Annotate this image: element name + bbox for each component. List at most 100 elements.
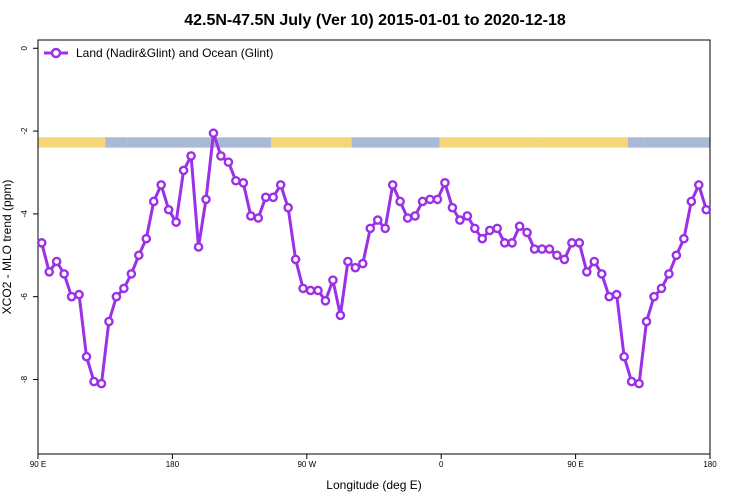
data-point: [679, 233, 689, 244]
data-point: [596, 269, 607, 279]
chart-title: 42.5N-47.5N July (Ver 10) 2015-01-01 to …: [184, 12, 566, 29]
data-point: [119, 283, 129, 294]
data-point: [410, 211, 420, 221]
data-point: [357, 258, 368, 269]
data-point: [283, 202, 293, 213]
x-tick-label: 180: [703, 460, 717, 469]
data-point: [372, 215, 383, 225]
data-point: [507, 238, 517, 248]
data-point: [253, 213, 264, 223]
y-axis-label: XCO2 - MLO trend (ppm): [0, 180, 14, 315]
x-axis-label: Longitude (deg E): [326, 478, 421, 492]
data-point: [208, 128, 219, 138]
data-point: [335, 310, 346, 321]
data-point: [611, 289, 622, 300]
series-group: [36, 128, 712, 389]
data-point: [268, 192, 279, 203]
data-point: [395, 196, 405, 207]
data-point: [96, 378, 107, 389]
data-point: [469, 223, 480, 234]
data-point: [492, 223, 503, 234]
data-point: [462, 211, 473, 221]
data-point: [133, 250, 144, 261]
y-tick-label: -6: [20, 293, 29, 301]
x-tick-label: 90 W: [297, 460, 316, 469]
data-point: [402, 213, 413, 223]
data-point: [59, 269, 69, 279]
data-point: [193, 242, 204, 252]
data-point: [499, 238, 510, 248]
data-point: [275, 180, 286, 190]
band-segment-land: [270, 137, 352, 148]
legend: Land (Nadir&Glint) and Ocean (Glint): [44, 46, 273, 60]
data-point: [626, 376, 637, 387]
data-point: [51, 256, 62, 267]
data-point: [328, 275, 338, 285]
data-point: [656, 283, 667, 294]
band-segment-ocean: [105, 137, 128, 148]
data-point: [298, 283, 308, 294]
data-point: [634, 378, 644, 389]
data-point: [216, 151, 226, 161]
data-point: [582, 267, 592, 277]
band-segment-land: [38, 137, 106, 148]
data-point: [417, 196, 428, 207]
data-point: [589, 256, 600, 267]
data-point: [484, 225, 495, 236]
x-tick-label: 90 E: [30, 460, 46, 469]
legend-label: Land (Nadir&Glint) and Ocean (Glint): [76, 46, 273, 60]
data-point: [231, 175, 241, 186]
data-point: [350, 262, 361, 273]
data-point: [432, 194, 443, 205]
x-tick-label: 0: [439, 460, 444, 469]
legend-marker-swatch: [50, 47, 62, 59]
data-point: [44, 267, 55, 277]
data-point: [544, 244, 555, 254]
data-point: [664, 269, 674, 279]
band-segment-ocean: [351, 137, 440, 148]
data-point: [163, 204, 174, 215]
y-axis: 0 -2 -4 -6 -8: [20, 46, 38, 383]
data-point: [81, 351, 92, 362]
band-segment-land: [542, 137, 576, 148]
data-point: [305, 285, 316, 296]
y-tick-label: -2: [20, 127, 29, 135]
data-point: [260, 192, 271, 203]
data-point: [290, 254, 301, 265]
data-point: [686, 196, 697, 207]
data-point: [343, 256, 353, 267]
data-point: [537, 244, 547, 254]
band-segment-ocean: [127, 137, 271, 148]
data-point: [514, 221, 525, 232]
data-point: [74, 289, 84, 300]
plot-frame: [37, 39, 711, 455]
x-tick-label: 90 E: [567, 460, 583, 469]
band-segment-ocean: [644, 137, 710, 148]
data-point: [671, 250, 682, 261]
band-segment-ocean: [627, 137, 645, 148]
data-point: [529, 244, 540, 254]
data-point: [619, 351, 629, 362]
data-point: [604, 291, 615, 302]
data-point: [425, 194, 435, 205]
data-point: [156, 180, 166, 190]
data-point: [141, 233, 152, 244]
data-point: [701, 204, 712, 215]
data-point: [223, 157, 234, 167]
data-point: [66, 291, 77, 302]
data-point: [641, 316, 652, 327]
data-point: [477, 233, 488, 244]
data-point: [171, 217, 181, 227]
data-point: [148, 196, 159, 207]
data-point: [552, 250, 562, 261]
data-point: [694, 180, 704, 190]
data-point: [447, 202, 458, 213]
data-point: [186, 151, 196, 161]
y-tick-label: -8: [20, 375, 29, 383]
data-point: [238, 178, 249, 188]
data-point: [522, 227, 532, 238]
y-tick-label: 0: [20, 46, 29, 51]
x-axis: 90 E 180 90 W 0 90 E 180: [30, 454, 717, 469]
data-point: [365, 223, 376, 234]
